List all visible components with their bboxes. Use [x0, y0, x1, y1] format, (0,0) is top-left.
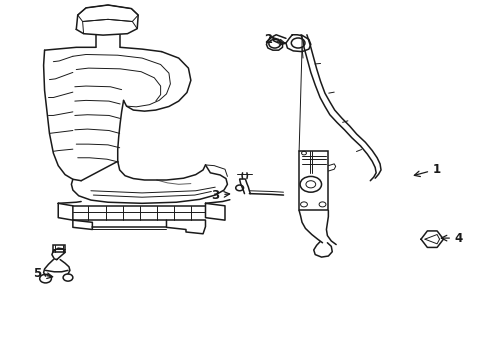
Text: 3: 3: [211, 189, 229, 202]
Text: 1: 1: [413, 163, 440, 177]
Text: 5: 5: [33, 267, 53, 280]
Text: 4: 4: [440, 231, 462, 244]
Text: 2: 2: [264, 33, 285, 46]
